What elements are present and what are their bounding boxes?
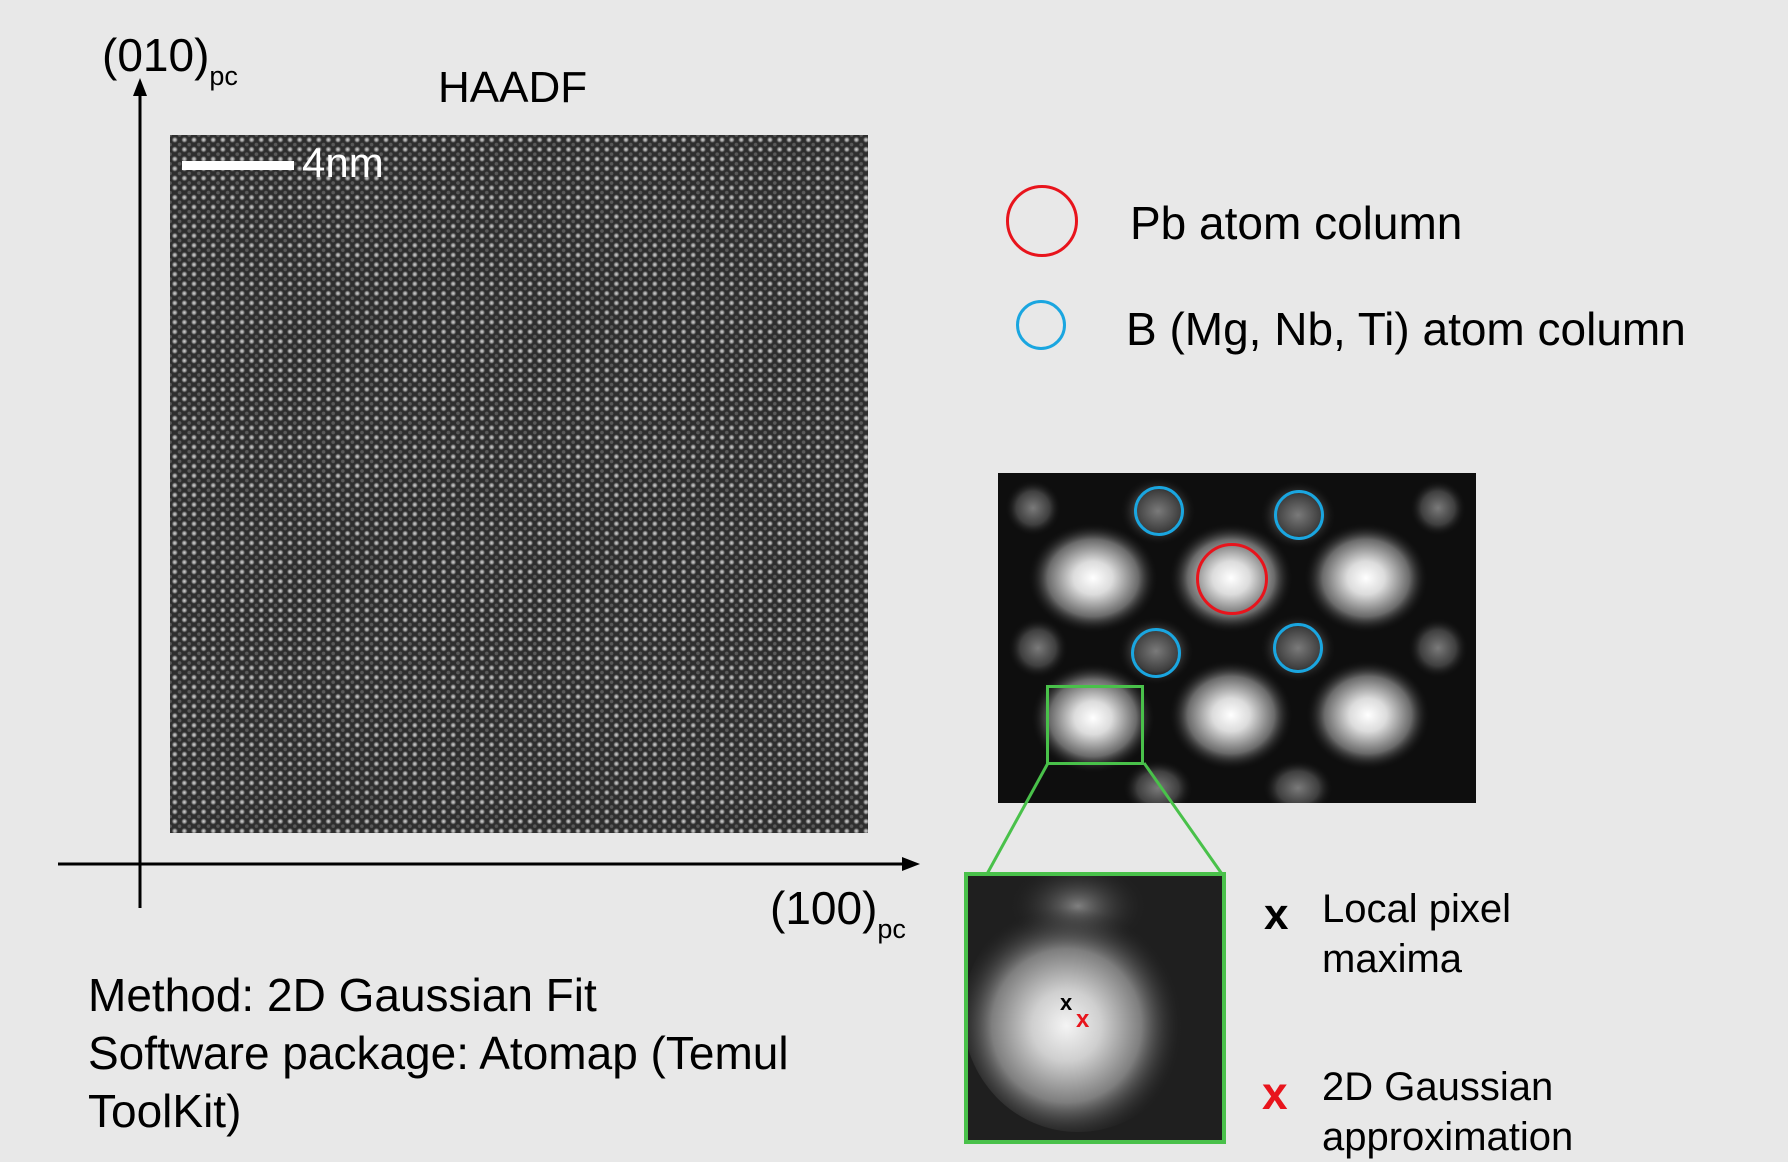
zoom-selection-box [1046,685,1144,765]
method-text-block: Method: 2D Gaussian Fit Software package… [88,966,789,1140]
zoom-image: x x [964,872,1226,1144]
haadf-image: 4nm [170,135,868,833]
local-maxima-legend-label: Local pixel maxima [1322,884,1511,984]
pb-column-circle [1196,543,1268,615]
pb-legend-label: Pb atom column [1130,197,1463,249]
method-line: Method: 2D Gaussian Fit [88,969,597,1021]
software-line-cont: ToolKit) [88,1085,242,1137]
x-axis-label-subscript: pc [877,914,906,944]
x-axis-arrowhead [902,857,920,871]
local-maxima-legend-marker: x [1264,890,1289,939]
b-column-circle [1134,486,1184,536]
scale-bar [182,161,294,170]
zoom-image-svg [968,876,1222,1140]
local-maxima-marker: x [1060,990,1073,1015]
scale-bar-label: 4nm [302,139,384,186]
b-column-circle [1274,490,1324,540]
gaussian-label-line1: 2D Gaussian [1322,1065,1554,1109]
software-line: Software package: Atomap (Temul [88,1027,789,1079]
b-legend-label: B (Mg, Nb, Ti) atom column [1126,303,1686,355]
gaussian-legend-label: 2D Gaussian approximation [1322,1062,1573,1162]
crop-image [998,473,1476,803]
b-column-circle [1131,628,1181,678]
b-legend-circle [1016,300,1066,350]
b-column-circle [1273,623,1323,673]
y-axis-label: (010)pc [102,32,238,90]
gaussian-legend-marker: x [1262,1067,1288,1119]
gaussian-marker: x [1076,1006,1090,1033]
x-axis-label: (100)pc [770,885,906,943]
y-axis-label-main: (010) [102,29,210,81]
y-axis-label-subscript: pc [209,61,238,91]
pb-legend-circle [1006,185,1078,257]
x-axis-label-main: (100) [770,882,878,934]
gaussian-label-line2: approximation [1322,1115,1574,1159]
haadf-title: HAADF [438,63,588,112]
haadf-lattice [170,135,868,833]
local-maxima-label-line1: Local pixel [1322,887,1512,931]
y-axis-arrowhead [133,78,147,96]
local-maxima-label-line2: maxima [1322,937,1463,981]
